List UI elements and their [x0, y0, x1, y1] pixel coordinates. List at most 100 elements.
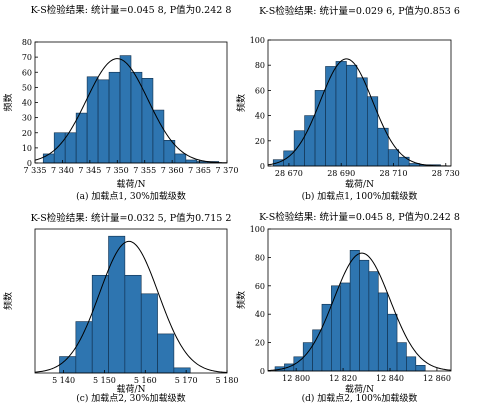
- plot-frame: [267, 39, 452, 167]
- chart-title: K-S检验结果: 统计量=0.029 6, P值为0.853 6: [259, 5, 460, 17]
- histogram-bar: [157, 333, 175, 374]
- y-tick-label: 0: [260, 367, 265, 376]
- y-tick-label: 80: [255, 61, 265, 70]
- histogram-bar: [124, 274, 142, 374]
- histogram-bar: [64, 132, 77, 164]
- x-tick-label: 7 370: [216, 166, 239, 175]
- histogram-bar: [415, 365, 426, 372]
- histogram-bar: [53, 132, 66, 164]
- histogram-bar: [42, 153, 55, 164]
- histogram-bar: [331, 285, 342, 372]
- histogram-bar: [108, 235, 126, 374]
- x-axis-label: 载荷/N: [117, 383, 146, 395]
- histogram-bar: [304, 115, 316, 167]
- x-tick-label: 5 160: [134, 376, 157, 385]
- histogram-bar: [335, 61, 347, 167]
- y-tick-label: 40: [22, 99, 32, 108]
- x-tick-label: 12 820: [329, 374, 357, 383]
- chart-caption: (d) 加载点2, 100%加载级数: [302, 392, 418, 404]
- y-tick-label: 0: [27, 159, 32, 168]
- x-tick-label: 7 345: [78, 166, 101, 175]
- histogram-bar: [346, 64, 358, 167]
- y-tick-label: 20: [255, 339, 265, 348]
- x-tick-label: 28 670: [275, 169, 303, 178]
- histogram-bar: [140, 293, 158, 374]
- x-tick-label: 5 180: [216, 376, 239, 385]
- histogram-bar: [185, 159, 198, 164]
- histogram-bar: [75, 321, 93, 374]
- normal-fit-curve: [34, 240, 228, 373]
- chart-title: K-S检验结果: 统计量=0.045 8, P值为0.242 8: [31, 4, 232, 16]
- plot-frame: [267, 228, 452, 372]
- chart-title: K-S检验结果: 统计量=0.032 5, P值为0.715 2: [31, 212, 232, 224]
- y-tick-label: 60: [255, 86, 265, 95]
- histogram-bar: [406, 356, 417, 372]
- histogram-bar: [356, 77, 368, 167]
- chart-panel-c: K-S检验结果: 统计量=0.032 5, P值为0.715 2 5 140 5 1…: [2, 212, 238, 404]
- x-tick-label: 7 360: [161, 166, 184, 175]
- y-tick-label: 40: [255, 310, 265, 319]
- normal-fit-curve: [267, 58, 451, 167]
- histogram-bar: [321, 303, 332, 372]
- chart-panel-a: K-S检验结果: 统计量=0.045 8, P值为0.242 8 7 335 7 3…: [2, 4, 238, 202]
- histogram-bar: [119, 55, 132, 164]
- x-tick-label: 5 170: [175, 376, 198, 385]
- y-tick-label: 20: [255, 137, 265, 146]
- y-tick-label: 70: [22, 53, 32, 62]
- histogram-bar: [152, 109, 165, 164]
- chart-caption: (b) 加载点1, 100%加载级数: [302, 190, 418, 202]
- y-axis-label: 频数: [2, 93, 14, 111]
- histogram-bar: [367, 96, 379, 167]
- histogram-bar: [368, 271, 379, 372]
- x-tick-label: 7 365: [188, 166, 211, 175]
- x-tick-label: 5 140: [52, 376, 75, 385]
- histogram-bar: [173, 367, 191, 374]
- chart-caption: (a) 加载点1, 30%加载级数: [76, 190, 186, 202]
- x-axis-label: 载荷/N: [345, 383, 374, 395]
- x-tick-label: 12 860: [423, 374, 451, 383]
- x-tick-label: 5 150: [93, 376, 116, 385]
- x-tick-label: 12 800: [282, 374, 310, 383]
- y-tick-label: 10: [22, 144, 32, 153]
- normal-fit-curve: [34, 58, 228, 164]
- y-tick-label: 60: [22, 68, 32, 77]
- histogram-bar: [349, 250, 360, 372]
- chart-caption: (c) 加载点2, 30%加载级数: [76, 392, 185, 404]
- histogram-bar: [293, 130, 305, 167]
- histogram-bar: [86, 76, 99, 164]
- x-tick-label: 7 335: [24, 166, 47, 175]
- chart-title: K-S检验结果: 统计量=0.045 8, P值为0.242 8: [259, 211, 460, 223]
- x-tick-label: 28 730: [432, 169, 460, 178]
- histogram-bar: [130, 71, 143, 164]
- histogram-bar: [396, 342, 407, 372]
- x-tick-label: 28 710: [379, 169, 407, 178]
- y-axis-label: 频数: [235, 94, 247, 112]
- x-axis-label: 载荷/N: [117, 178, 146, 190]
- histogram-bar: [174, 153, 187, 164]
- y-axis-label: 频数: [235, 291, 247, 309]
- x-tick-label: 28 690: [327, 169, 355, 178]
- y-axis-label: 频数: [2, 292, 14, 310]
- plot-frame: [34, 228, 228, 374]
- histogram-bar: [59, 356, 77, 374]
- x-tick-label: 7 355: [133, 166, 156, 175]
- y-tick-label: 60: [255, 282, 265, 291]
- histogram-bar: [75, 112, 88, 164]
- y-tick-label: 30: [22, 114, 32, 123]
- y-tick-label: 80: [22, 38, 32, 47]
- x-tick-label: 12 840: [376, 374, 404, 383]
- y-tick-label: 20: [22, 129, 32, 138]
- histogram-bar: [377, 292, 388, 372]
- histogram-bar: [387, 313, 398, 372]
- histogram-bar: [359, 259, 370, 372]
- y-tick-label: 100: [250, 36, 265, 45]
- y-tick-label: 0: [260, 162, 265, 171]
- normal-fit-curve: [267, 252, 452, 372]
- histogram-bar: [325, 66, 337, 167]
- x-tick-label: 7 350: [106, 166, 129, 175]
- histogram-bar: [340, 282, 351, 372]
- y-tick-label: 50: [22, 83, 32, 92]
- y-tick-label: 100: [250, 225, 265, 234]
- histogram-bar: [312, 329, 323, 372]
